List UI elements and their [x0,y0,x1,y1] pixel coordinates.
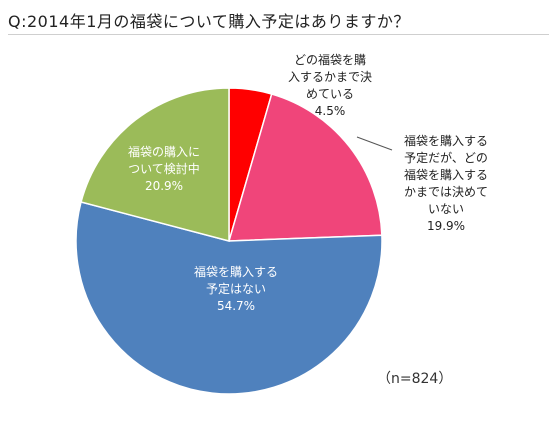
slice-label-4: 福袋の購入について検討中 20.9% [128,144,200,193]
pie-slice-2 [227,93,383,242]
slice-label-line: 福袋の購入に [128,144,200,159]
slice-label-line: 福袋を購入する [404,133,488,148]
slice-label-line: 福袋を購入する [404,167,488,182]
slice-label-2: 福袋を購入する予定だが、どの福袋を購入するかまでは決めていない 19.9% [404,133,488,233]
slice-label-line: 予定だが、どの [404,150,488,165]
slice-value-label: 19.9% [427,219,465,233]
slice-label-3: 福袋を購入する予定はない 54.7% [194,264,278,313]
slice-value-label: 54.7% [217,299,255,313]
slice-label-line: 入するかまで決 [288,70,372,84]
title-divider [8,34,549,35]
slice-label-line: かまでは決めて [404,185,488,199]
slice-label-line: ついて検討中 [128,161,200,176]
slice-label-line: 福袋を購入する [194,264,278,279]
sample-size-note: （n=824） [377,371,453,387]
slice-label-line: 予定はない [206,281,266,296]
slice-label-line: いない [428,202,464,216]
slice-label-line: どの福袋を購 [294,52,366,67]
leader-line [356,136,393,151]
slice-label-line: めている [306,87,354,101]
slice-value-label: 4.5% [315,104,346,118]
pie-slice-3 [75,201,383,395]
pie-slice-4 [80,87,230,242]
slice-label-1: どの福袋を購入するかまで決めている 4.5% [288,52,372,118]
chart-title: Q:2014年1月の福袋について購入予定はありますか？ [8,12,410,31]
slice-value-label: 20.9% [145,179,183,193]
